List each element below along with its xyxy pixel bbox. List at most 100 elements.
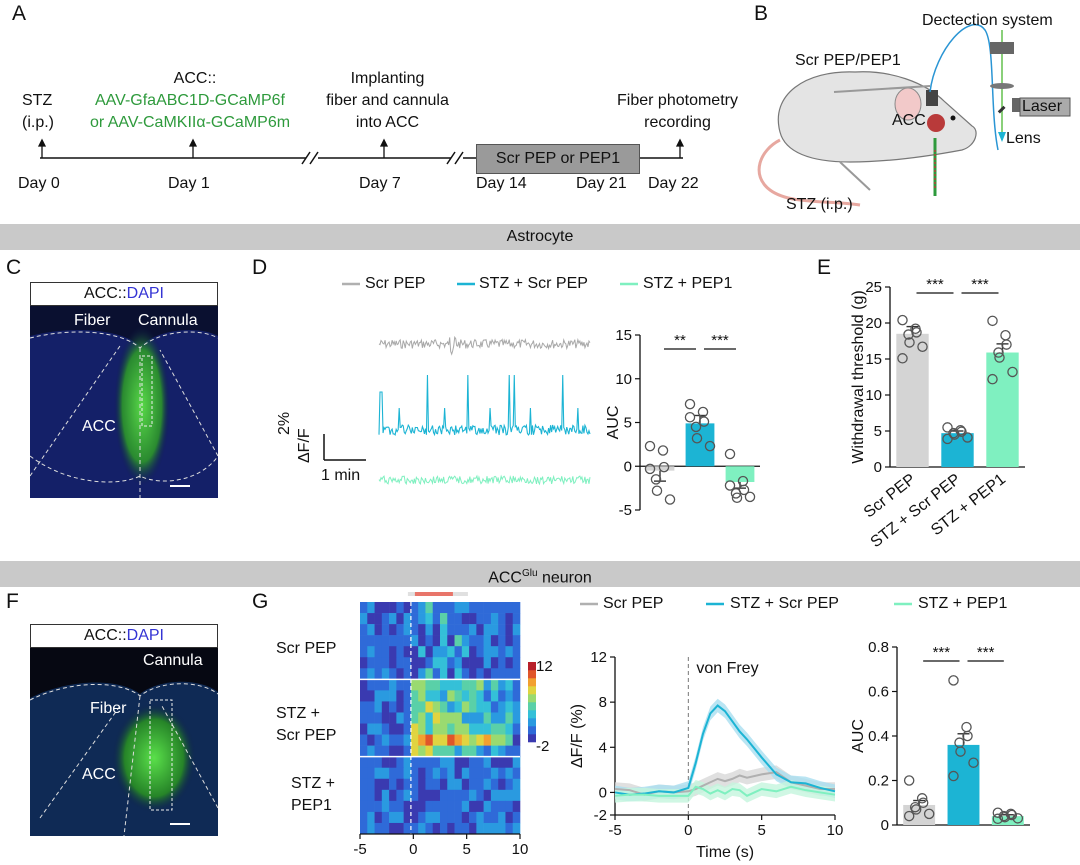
heatmap-cell — [374, 789, 383, 802]
data-point — [903, 329, 914, 340]
heatmap-cell — [469, 679, 477, 691]
heatmap-cell — [476, 756, 484, 769]
heatmap-cell — [512, 613, 521, 625]
heatmap-cell — [476, 767, 484, 780]
heatmap-cell — [418, 789, 426, 802]
heatmap-cell — [403, 756, 412, 769]
heatmap-cell — [381, 624, 390, 636]
y-axis-label: AUC — [605, 406, 622, 440]
heatmap-cell — [505, 668, 514, 680]
data-point — [923, 808, 935, 820]
histology-c-cannula-label: Cannula — [138, 312, 198, 329]
heatmap-cell — [425, 723, 434, 735]
heatmap-cell — [483, 602, 492, 614]
heatmap-cell — [505, 635, 514, 647]
panel-label-c: C — [6, 256, 22, 279]
heatmap-cell — [512, 734, 521, 746]
heatmap-cell — [469, 745, 477, 757]
y-tick-label: -5 — [619, 502, 632, 519]
bar-2 — [986, 352, 1019, 467]
heatmap-cell — [461, 690, 470, 702]
trace-stz-scr-pep — [378, 374, 591, 437]
histology-c-title: ACC::DAPI — [30, 282, 218, 306]
heatmap-cell — [410, 635, 419, 647]
heatmap-cell — [389, 690, 397, 702]
heatmap-cell — [483, 635, 492, 647]
heatmap-cell — [476, 822, 484, 835]
data-point — [903, 810, 915, 822]
heatmap-cell — [498, 811, 506, 824]
data-point — [657, 445, 669, 456]
heatmap-cell — [389, 789, 397, 802]
heatmap-cell — [374, 657, 383, 669]
heatmap-cell — [512, 624, 521, 636]
heatmap-cell — [374, 756, 383, 769]
heatmap-cell — [410, 657, 419, 669]
heatmap-cell — [381, 756, 390, 769]
heatmap-cell — [432, 767, 441, 780]
heatmap-cell — [490, 822, 499, 835]
legend-g-label-stz-pep1: STZ + PEP1 — [918, 595, 1008, 612]
heatmap-cell — [432, 778, 441, 791]
heatmap-cell — [381, 745, 390, 757]
heatmap-cell — [432, 657, 441, 669]
heatmap-cell — [367, 624, 375, 636]
heatmap-cell — [476, 723, 484, 735]
heatmap-cell — [360, 745, 368, 757]
heatmap-cell — [360, 690, 368, 702]
heatmap-cell — [381, 712, 390, 724]
heatmap-cell — [469, 690, 477, 702]
heatmap-cell — [498, 756, 506, 769]
heatmap-cell — [490, 668, 499, 680]
heatmap-cell — [418, 646, 426, 658]
heatmap-cell — [476, 745, 484, 757]
heatmap-cell — [425, 646, 434, 658]
heatmap-cell — [505, 778, 514, 791]
heatmap-cell — [505, 756, 514, 769]
heatmap-cell — [381, 679, 390, 691]
heatmap-cell — [403, 657, 412, 669]
data-point — [916, 793, 928, 804]
data-point — [961, 721, 972, 733]
data-point — [744, 491, 756, 503]
histology-c-prefix: ACC:: — [83, 285, 127, 302]
heatmap-cell — [461, 712, 470, 724]
colorbar-segment — [528, 686, 536, 695]
heatmap-cell — [447, 635, 455, 647]
heatmap-cell — [490, 734, 499, 746]
heatmap-x-tick-label: -5 — [353, 841, 366, 858]
heatmap-cell — [490, 613, 499, 625]
heatmap-cell — [374, 613, 383, 625]
y-tick-label: 8 — [599, 694, 607, 711]
significance-label: *** — [926, 276, 944, 293]
timeline-stz-label: STZ — [22, 92, 53, 109]
heatmap-cell — [498, 635, 506, 647]
data-point — [644, 463, 656, 475]
von-frey-trace-chart: -2 0 4 8 12 -5 0 5 10 von Frey Time (s) ΔF/F (%) — [569, 649, 843, 861]
heatmap-cell — [410, 778, 419, 791]
heatmap-cell — [367, 778, 375, 791]
timeline-acc-heading: ACC:: — [173, 70, 217, 87]
heatmap-cell — [381, 822, 390, 835]
heatmap-cell — [367, 723, 375, 735]
heatmap-cell — [360, 679, 368, 691]
heatmap-cell — [454, 800, 463, 813]
heatmap-cell — [367, 712, 375, 724]
heatmap-cell — [425, 602, 434, 614]
heatmap-cell — [418, 679, 426, 691]
legend-d-label-scr-pep: Scr PEP — [365, 275, 426, 292]
heatmap-cell — [425, 745, 434, 757]
heatmap-cell — [447, 789, 455, 802]
histology-f-title: ACC::DAPI — [30, 624, 218, 648]
y-axis-label: AUC — [850, 719, 867, 753]
heatmap-cell — [418, 767, 426, 780]
heatmap-cell — [418, 613, 426, 625]
heatmap-cell — [505, 701, 514, 713]
heatmap-cell — [389, 679, 397, 691]
legend-d-label-stz-scr: STZ + Scr PEP — [479, 275, 588, 292]
heatmap-cell — [410, 789, 419, 802]
heatmap-cell — [367, 701, 375, 713]
heatmap-cell — [490, 745, 499, 757]
legend-g-label-scr-pep: Scr PEP — [603, 595, 664, 612]
colorbar-min-label: -2 — [536, 738, 550, 755]
